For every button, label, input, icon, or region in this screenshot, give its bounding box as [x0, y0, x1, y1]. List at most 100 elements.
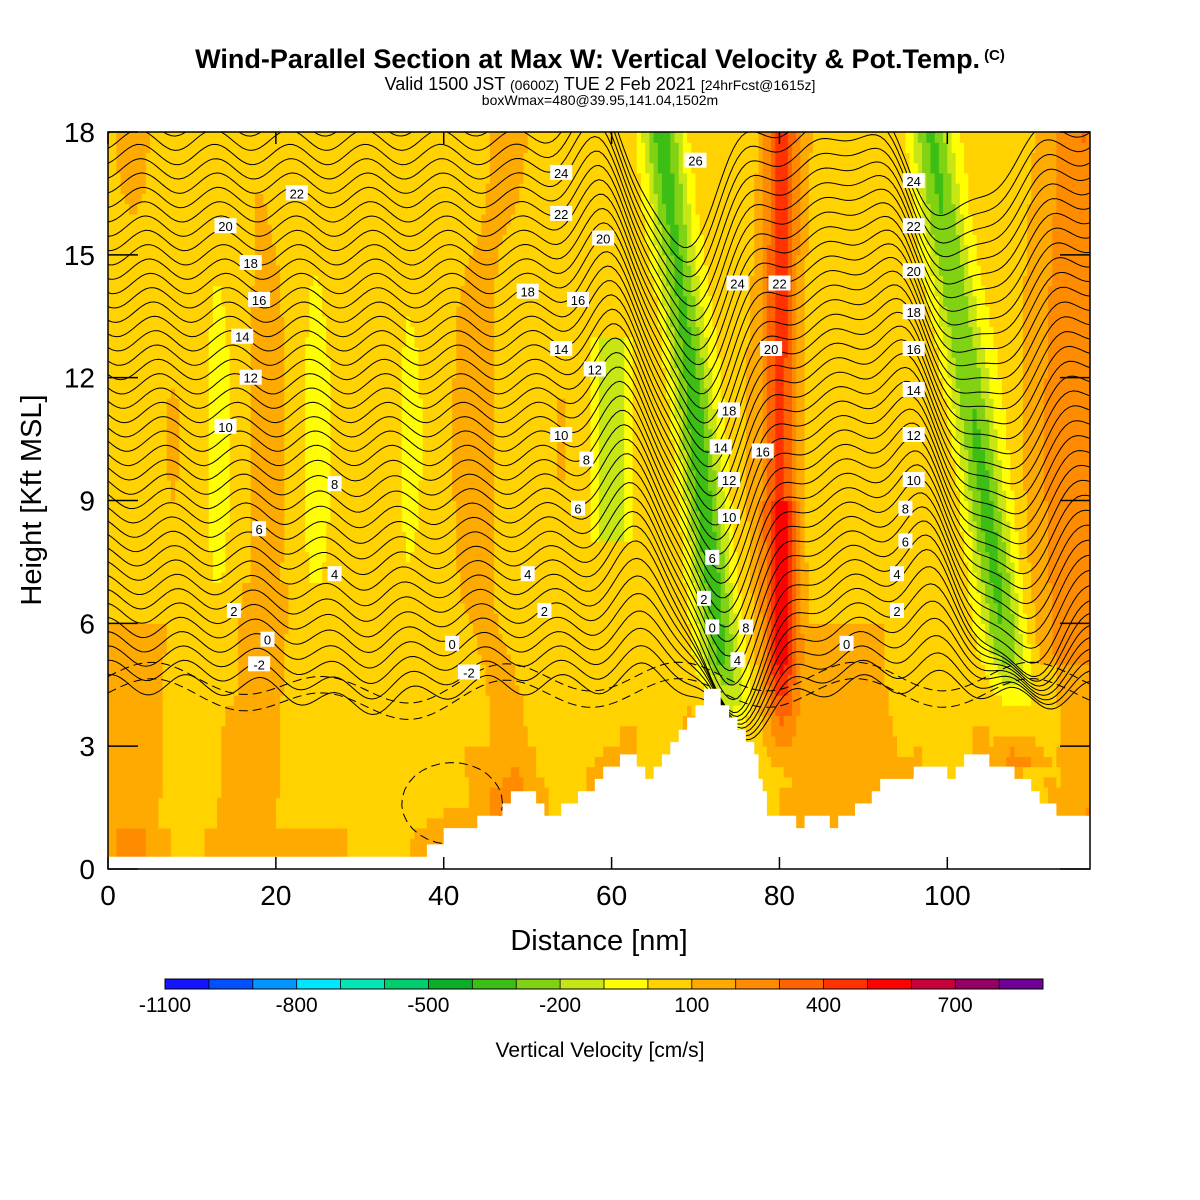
velocity-cell: [317, 746, 323, 757]
velocity-cell: [385, 428, 390, 440]
velocity-cell: [271, 735, 277, 747]
velocity-cell: [263, 766, 269, 778]
velocity-cell: [124, 674, 130, 686]
velocity-cell: [187, 756, 193, 768]
velocity-cell: [267, 428, 273, 440]
velocity-cell: [242, 234, 248, 246]
velocity-cell: [221, 828, 227, 839]
velocity-cell: [129, 142, 134, 153]
velocity-cell: [280, 183, 285, 194]
velocity-cell: [133, 797, 138, 809]
velocity-cell: [292, 172, 298, 184]
velocity-cell: [301, 480, 306, 491]
velocity-cell: [355, 285, 361, 297]
velocity-cell: [322, 848, 327, 860]
velocity-cell: [385, 807, 390, 819]
velocity-cell: [372, 377, 378, 389]
velocity-cell: [317, 469, 323, 481]
velocity-cell: [364, 469, 369, 481]
velocity-cell: [191, 531, 197, 542]
velocity-cell: [376, 807, 382, 819]
velocity-cell: [322, 756, 327, 768]
velocity-cell: [137, 602, 143, 614]
velocity-cell: [133, 347, 138, 358]
velocity-cell: [217, 572, 222, 583]
velocity-cell: [343, 817, 348, 829]
velocity-cell: [129, 787, 134, 798]
velocity-cell: [385, 695, 390, 706]
velocity-cell: [196, 664, 201, 676]
velocity-cell: [330, 643, 336, 655]
velocity-cell: [322, 203, 327, 215]
velocity-cell: [263, 817, 269, 829]
velocity-cell: [208, 613, 214, 624]
velocity-cell: [175, 633, 180, 645]
velocity-cell: [338, 510, 344, 522]
velocity-cell: [225, 684, 231, 696]
velocity-cell: [364, 531, 369, 542]
velocity-cell: [292, 469, 298, 481]
velocity-cell: [271, 817, 277, 829]
velocity-cell: [145, 142, 151, 153]
velocity-cell: [267, 439, 273, 450]
velocity-cell: [124, 265, 130, 276]
velocity-cell: [271, 613, 277, 624]
velocity-cell: [162, 408, 168, 420]
velocity-cell: [183, 285, 189, 297]
velocity-cell: [343, 172, 348, 184]
velocity-cell: [141, 203, 147, 215]
velocity-cell: [225, 838, 231, 850]
velocity-cell: [116, 613, 122, 624]
velocity-cell: [141, 684, 147, 696]
velocity-cell: [120, 213, 126, 225]
velocity-cell: [187, 439, 193, 450]
velocity-cell: [129, 213, 134, 225]
velocity-cell: [124, 203, 130, 215]
velocity-cell: [368, 654, 373, 665]
velocity-cell: [393, 439, 399, 450]
velocity-cell: [112, 582, 117, 594]
velocity-cell: [376, 828, 382, 839]
velocity-cell: [305, 592, 310, 604]
velocity-cell: [389, 295, 394, 307]
velocity-cell: [347, 254, 352, 266]
velocity-cell: [309, 817, 315, 829]
velocity-cell: [229, 285, 235, 297]
velocity-cell: [259, 766, 264, 778]
velocity-cell: [288, 654, 294, 665]
velocity-cell: [309, 254, 315, 266]
velocity-cell: [292, 347, 298, 358]
velocity-cell: [183, 664, 189, 676]
velocity-cell: [112, 643, 117, 655]
velocity-cell: [112, 285, 117, 297]
velocity-cell: [229, 459, 235, 471]
velocity-cell: [158, 377, 164, 389]
velocity-cell: [359, 449, 365, 461]
velocity-cell: [145, 756, 151, 768]
velocity-cell: [225, 490, 231, 502]
velocity-cell: [183, 500, 189, 512]
velocity-cell: [271, 336, 277, 348]
velocity-cell: [330, 213, 336, 225]
velocity-cell: [334, 766, 340, 778]
velocity-cell: [183, 510, 189, 522]
velocity-cell: [309, 306, 315, 317]
velocity-cell: [217, 776, 222, 788]
velocity-cell: [359, 746, 365, 757]
velocity-cell: [221, 807, 227, 819]
velocity-cell: [343, 787, 348, 798]
velocity-cell: [284, 224, 290, 235]
velocity-cell: [334, 623, 340, 635]
velocity-cell: [288, 203, 294, 215]
velocity-cell: [359, 541, 365, 553]
velocity-cell: [212, 254, 218, 266]
velocity-cell: [196, 531, 201, 542]
velocity-cell: [133, 746, 138, 757]
velocity-cell: [242, 848, 248, 860]
velocity-cell: [288, 418, 294, 430]
velocity-cell: [364, 183, 369, 194]
velocity-cell: [150, 224, 155, 235]
velocity-cell: [170, 480, 176, 491]
velocity-cell: [141, 347, 147, 358]
velocity-cell: [351, 797, 357, 809]
